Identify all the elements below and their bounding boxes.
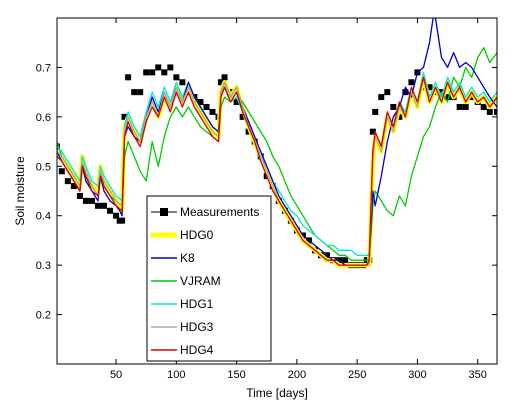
point-measurements xyxy=(369,128,376,135)
point-measurements xyxy=(426,84,433,91)
point-measurements xyxy=(221,74,228,81)
y-tick-label: 0.2 xyxy=(36,310,51,322)
series-line-k8 xyxy=(57,18,497,266)
y-tick-label: 0.7 xyxy=(36,62,51,74)
y-tick-label: 0.5 xyxy=(36,161,51,173)
point-measurements xyxy=(390,103,397,110)
point-measurements xyxy=(239,113,246,120)
point-measurements xyxy=(480,103,487,110)
point-measurements xyxy=(342,257,349,264)
legend-label-hdg4: HDG4 xyxy=(180,343,214,357)
legend-label-hdg3: HDG3 xyxy=(180,320,214,334)
point-measurements xyxy=(58,168,65,175)
point-measurements xyxy=(149,69,156,76)
point-measurements xyxy=(82,197,89,204)
x-tick-label: 100 xyxy=(167,369,185,381)
point-measurements xyxy=(402,89,409,96)
point-measurements xyxy=(113,212,120,219)
point-measurements xyxy=(408,79,415,86)
legend-box xyxy=(146,195,272,362)
point-measurements xyxy=(209,108,216,115)
point-measurements xyxy=(384,89,391,96)
point-measurements xyxy=(173,74,180,81)
point-measurements xyxy=(161,69,168,76)
point-measurements xyxy=(94,202,101,209)
x-tick-label: 200 xyxy=(288,369,306,381)
point-measurements xyxy=(378,94,385,101)
legend-label-vjram: VJRAM xyxy=(180,274,221,288)
point-measurements xyxy=(101,202,108,209)
point-measurements xyxy=(203,103,210,110)
point-measurements xyxy=(462,103,469,110)
x-tick-label: 250 xyxy=(348,369,366,381)
point-measurements xyxy=(64,178,71,185)
point-measurements xyxy=(121,113,128,120)
plot-frame xyxy=(56,17,498,365)
y-axis-label: Soil moisture xyxy=(13,156,27,226)
point-measurements xyxy=(233,99,240,106)
point-measurements xyxy=(125,74,132,81)
legend-swatch-measurements xyxy=(160,208,168,216)
point-measurements xyxy=(444,94,451,101)
point-measurements xyxy=(143,69,150,76)
point-measurements xyxy=(155,64,162,71)
x-axis-label: Time [days] xyxy=(246,386,308,400)
point-measurements xyxy=(396,113,403,120)
point-measurements xyxy=(119,217,126,224)
legend-label-measurements: Measurements xyxy=(180,205,259,219)
point-measurements xyxy=(107,207,114,214)
y-tick-label: 0.3 xyxy=(36,260,51,272)
x-tick-label: 150 xyxy=(227,369,245,381)
point-measurements xyxy=(456,103,463,110)
legend-label-hdg1: HDG1 xyxy=(180,297,214,311)
point-measurements xyxy=(494,108,497,115)
point-measurements xyxy=(76,192,83,199)
x-tick-label: 50 xyxy=(110,369,122,381)
point-measurements xyxy=(137,89,144,96)
point-measurements xyxy=(468,94,475,101)
point-measurements xyxy=(88,197,95,204)
point-measurements xyxy=(167,64,174,71)
y-tick-label: 0.6 xyxy=(36,112,51,124)
legend-label-k8: K8 xyxy=(180,251,195,265)
legend-label-hdg0: HDG0 xyxy=(180,228,214,242)
ticks-layer: 50 100 150 200 250 300 350 0.2 0.3 0.4 0.5 0.6 0.7 xyxy=(36,18,497,381)
point-measurements xyxy=(217,79,224,86)
x-tick-label: 300 xyxy=(408,369,426,381)
series-layer xyxy=(57,18,497,269)
point-measurements xyxy=(486,108,493,115)
point-measurements xyxy=(372,108,379,115)
point-measurements xyxy=(179,79,186,86)
legend: Measurements HDG0 K8 VJRAM HDG1 HDG3 HDG4 xyxy=(146,195,272,362)
point-measurements xyxy=(70,183,77,190)
point-measurements xyxy=(131,89,138,96)
point-measurements xyxy=(197,99,204,106)
y-tick-label: 0.4 xyxy=(36,211,51,223)
series-line-hdg4 xyxy=(57,76,497,266)
x-tick-label: 350 xyxy=(469,369,487,381)
